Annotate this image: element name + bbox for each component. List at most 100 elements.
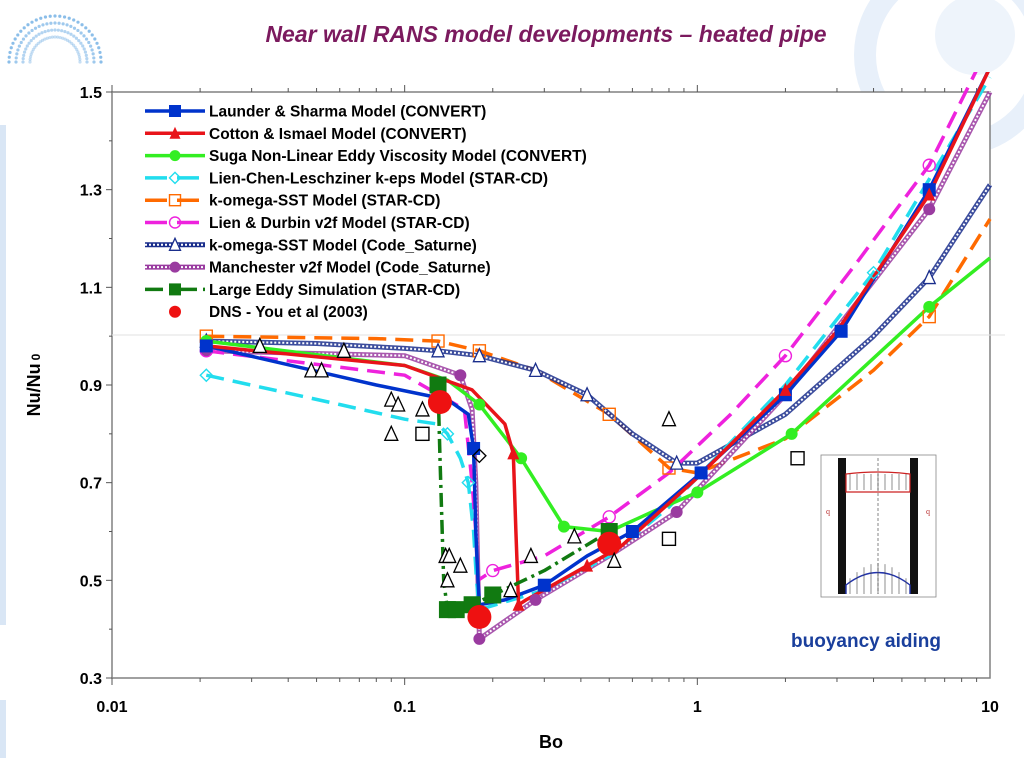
experiment-point	[452, 556, 468, 573]
legend-swatch	[169, 150, 181, 162]
experiment-point	[566, 527, 582, 544]
series-point	[484, 586, 502, 604]
series-point	[467, 441, 481, 455]
legend-entry: Launder & Sharma Model (CONVERT)	[145, 104, 486, 121]
series-point	[427, 390, 452, 415]
legend-label: Lien & Durbin v2f Model (STAR-CD)	[209, 215, 470, 232]
series-point	[923, 187, 936, 201]
legend-swatch	[168, 193, 182, 207]
y-axis-label: Nu/Nu 0	[24, 353, 44, 416]
experiment-point	[471, 448, 487, 464]
series-point	[691, 486, 704, 499]
series-point	[507, 446, 520, 460]
experiment-point	[503, 581, 519, 598]
series-point	[785, 427, 798, 440]
legend: Launder & Sharma Model (CONVERT) Cotton &…	[145, 104, 587, 321]
series-point	[779, 382, 792, 396]
experiment-point	[383, 390, 399, 407]
legend-swatch	[169, 305, 181, 318]
legend-entry: Cotton & Ismael Model (CONVERT)	[145, 126, 466, 143]
legend-label: Lien-Chen-Leschziner k-eps Model (STAR-C…	[209, 170, 548, 187]
legend-entry: Lien & Durbin v2f Model (STAR-CD)	[145, 215, 470, 232]
svg-text:q: q	[826, 507, 830, 516]
experiment-point	[390, 395, 406, 412]
series-markers	[199, 158, 937, 645]
series-point	[922, 158, 936, 172]
experiment-point	[383, 424, 399, 441]
series-point	[467, 604, 492, 629]
series-point	[557, 520, 570, 533]
legend-swatch	[169, 261, 181, 273]
experiment-point	[314, 361, 330, 378]
experiment-point	[439, 571, 455, 588]
experiment-point	[414, 400, 430, 417]
legend-swatch	[168, 216, 182, 229]
legend-swatch	[168, 236, 182, 251]
series-point	[694, 466, 708, 480]
experiment-point	[441, 546, 457, 564]
legend-entry: Suga Non-Linear Eddy Viscosity Model (CO…	[145, 148, 587, 165]
x-axis-label: Bo	[539, 732, 563, 752]
series-point	[473, 398, 486, 411]
series-line	[206, 72, 990, 607]
y-axis-label-sub: 0	[29, 353, 43, 360]
legend-label: k-omega-SST Model (Code_Saturne)	[209, 237, 477, 254]
y-tick-label: 0.5	[80, 573, 102, 590]
series-point	[597, 531, 622, 556]
y-tick-label: 1.5	[80, 85, 102, 102]
series-point	[922, 269, 937, 285]
series-point	[440, 426, 455, 441]
series-point	[537, 578, 551, 592]
legend-entry: Manchester v2f Model (Code_Saturne)	[145, 260, 491, 277]
experiment-point	[523, 546, 539, 564]
axis-ticks	[106, 85, 978, 685]
y-tick-label: 0.3	[80, 671, 102, 688]
legend-entry: Large Eddy Simulation (STAR-CD)	[145, 282, 460, 299]
series-point	[199, 339, 213, 353]
y-axis-label-main: Nu/Nu	[24, 363, 44, 416]
experiment-point	[790, 451, 805, 466]
series-point	[602, 510, 616, 524]
series-point	[778, 349, 793, 363]
series-point	[581, 558, 594, 572]
legend-swatch	[169, 283, 181, 296]
series-point	[923, 203, 936, 216]
series-point	[430, 342, 446, 358]
series-point	[670, 505, 683, 518]
series-point	[580, 386, 595, 402]
experiment-point	[252, 336, 268, 354]
series-point	[529, 593, 542, 606]
series-point	[461, 475, 476, 490]
pipe-inset: q q	[820, 454, 937, 598]
chart-title: Near wall RANS model developments – heat…	[265, 21, 826, 47]
legend-entry: k-omega-SST Model (STAR-CD)	[145, 193, 440, 210]
y-tick-label: 1.3	[80, 183, 102, 200]
experiment-point	[661, 410, 677, 427]
series-point	[515, 452, 528, 465]
series-point	[834, 324, 848, 338]
series-line	[206, 72, 978, 583]
x-tick-label: 0.01	[96, 699, 127, 716]
y-tick-label: 0.9	[80, 378, 102, 395]
experiment-point	[336, 341, 352, 358]
experiment-point	[661, 531, 677, 547]
buoyancy-annotation: buoyancy aiding	[791, 631, 941, 652]
series-point	[669, 454, 684, 470]
logo-dot-arc	[7, 14, 103, 64]
series-point	[472, 347, 487, 363]
series-point	[602, 407, 616, 421]
series-point	[447, 601, 465, 619]
experiment-markers	[252, 336, 805, 598]
legend-swatch	[169, 105, 181, 117]
experiment-point	[303, 361, 319, 378]
series-point	[454, 369, 467, 382]
x-tick-label: 10	[981, 699, 999, 716]
experiment-point	[415, 426, 430, 442]
svg-text:q: q	[926, 507, 930, 516]
series-point	[473, 632, 486, 645]
legend-label: DNS - You et al (2003)	[209, 304, 368, 321]
legend-swatch	[169, 126, 181, 139]
series-point	[199, 368, 214, 383]
experiment-point	[606, 551, 622, 568]
